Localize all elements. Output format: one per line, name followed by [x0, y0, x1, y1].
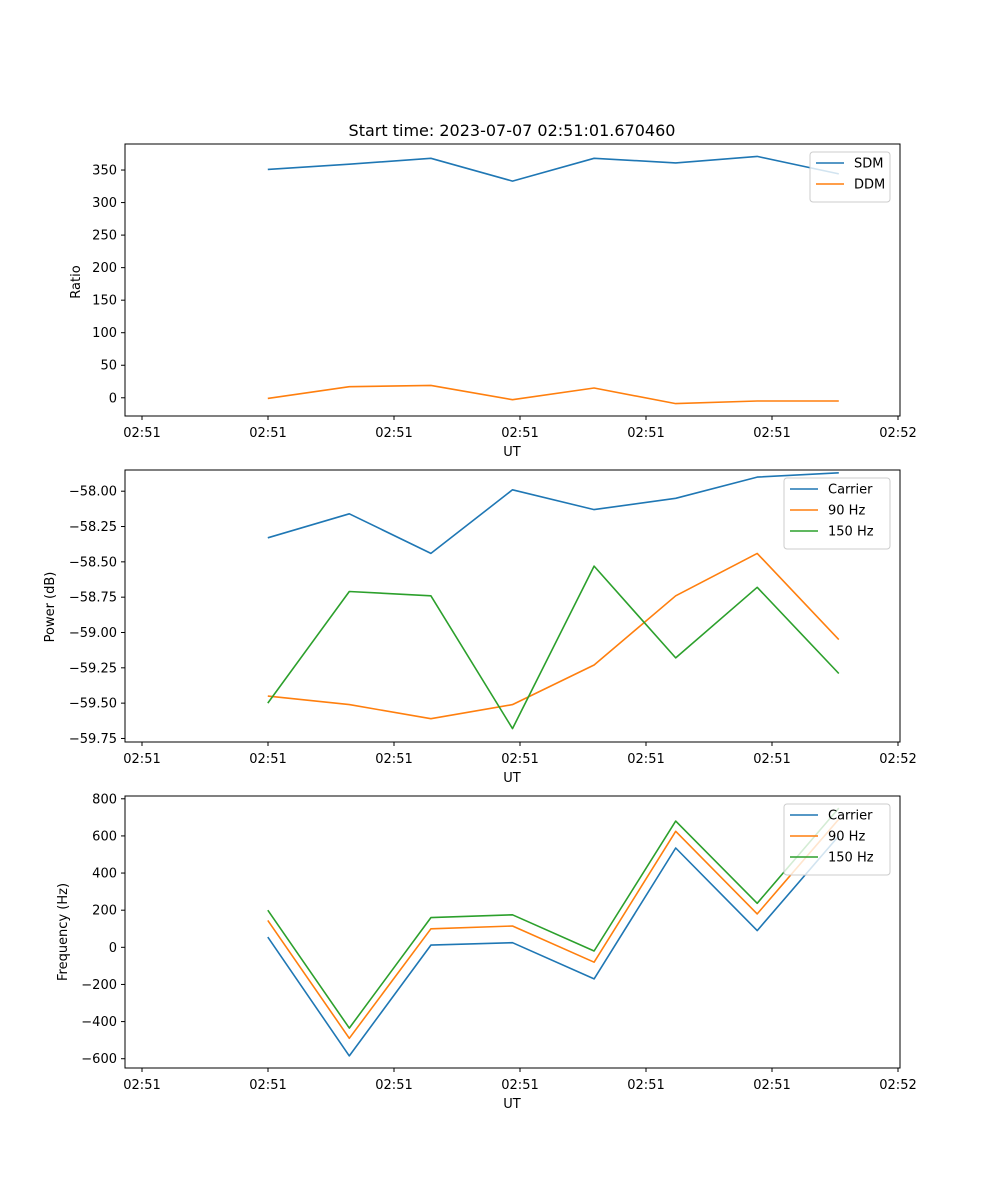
series-line-150-hz: [267, 565, 840, 730]
x-tick-label: 02:51: [627, 752, 664, 767]
series-line-carrier: [267, 835, 840, 1057]
x-tick-label: 02:51: [249, 752, 286, 767]
y-tick-label: −59.75: [69, 732, 117, 747]
y-tick-label: −59.25: [69, 661, 117, 676]
y-axis-label: Frequency (Hz): [56, 883, 71, 981]
x-axis-label: UT: [503, 1097, 521, 1112]
legend-label: SDM: [854, 157, 883, 172]
y-tick-label: −400: [81, 1015, 117, 1030]
y-axis-label: Ratio: [69, 265, 84, 298]
legend-label: 150 Hz: [828, 525, 874, 540]
plot-area: −58.00 −58.25 −58.50 −58.75 −59.00 −59.25 −59.…: [69, 469, 917, 767]
x-tick-label: 02:51: [753, 426, 790, 441]
y-tick-label: −600: [81, 1052, 117, 1067]
axes-frame: [124, 469, 901, 743]
y-tick-label: 100: [92, 326, 117, 341]
y-tick-label: 300: [92, 196, 117, 211]
series-line-carrier: [267, 472, 839, 555]
legend-label: DDM: [854, 178, 885, 193]
x-tick-label: 02:52: [879, 426, 916, 441]
x-tick-label: 02:51: [123, 752, 160, 767]
chart-power: Power (dB) UT −58.00−58.25−58.50−58.75−5…: [43, 469, 917, 786]
y-tick-label: 400: [92, 867, 117, 882]
series-line-90-hz: [267, 552, 840, 720]
legend-label: Carrier: [828, 809, 873, 824]
legend-box: [809, 151, 891, 203]
y-tick-label: 200: [92, 904, 117, 919]
y-axis-label: Power (dB): [43, 572, 58, 643]
y-tick-label: −200: [81, 978, 117, 993]
x-tick-label: 02:51: [375, 1078, 412, 1093]
x-tick-label: 02:51: [627, 426, 664, 441]
x-tick-label: 02:51: [249, 426, 286, 441]
x-tick-label: 02:52: [879, 1078, 916, 1093]
y-tick-label: 800: [92, 792, 117, 807]
x-tick-label: 02:51: [627, 1078, 664, 1093]
legend: SDM DDM: [809, 151, 891, 203]
chart-frequency: Frequency (Hz) UT 800 600 400 200 0 −200 −400 −…: [56, 792, 917, 1112]
y-tick-label: 0: [109, 941, 117, 956]
x-tick-label: 02:51: [375, 752, 412, 767]
legend-label: 90 Hz: [828, 830, 865, 845]
y-tick-label: −58.25: [69, 520, 117, 535]
legend-label: 90 Hz: [828, 504, 865, 519]
x-tick-label: 02:52: [879, 752, 916, 767]
series-line-ddm: [267, 384, 839, 405]
y-tick-label: −58.75: [69, 591, 117, 606]
x-tick-label: 02:51: [501, 1078, 538, 1093]
y-tick-label: 600: [92, 829, 117, 844]
x-tick-label: 02:51: [501, 426, 538, 441]
axes-frame: [124, 795, 901, 1069]
y-tick-label: 50: [100, 359, 117, 374]
y-tick-label: 250: [92, 229, 117, 244]
y-tick-label: −59.00: [69, 626, 117, 641]
x-axis-label: UT: [503, 445, 521, 460]
plot-area: 800 600 400 200 0 −200 −400 −600 02:51 02:51 02:51…: [81, 792, 916, 1093]
y-tick-label: −58.00: [69, 485, 117, 500]
chart-title: Start time: 2023-07-07 02:51:01.670460: [349, 121, 676, 140]
legend: Carrier 90 Hz 150 Hz: [783, 477, 891, 550]
x-tick-label: 02:51: [123, 426, 160, 441]
plot-area: 0 50 100 150 200 250 300 350 02:51 02:51 02:51 02:5…: [92, 143, 917, 441]
axes-frame: [124, 143, 901, 417]
legend-label: Carrier: [828, 483, 873, 498]
legend: Carrier 90 Hz 150 Hz: [783, 803, 891, 876]
series-line-90-hz: [267, 818, 840, 1040]
y-tick-label: −58.50: [69, 555, 117, 570]
x-tick-label: 02:51: [753, 752, 790, 767]
x-tick-label: 02:51: [501, 752, 538, 767]
y-tick-label: 150: [92, 294, 117, 309]
x-axis-label: UT: [503, 771, 521, 786]
x-tick-label: 02:51: [753, 1078, 790, 1093]
y-tick-label: −59.50: [69, 697, 117, 712]
x-tick-label: 02:51: [123, 1078, 160, 1093]
x-tick-label: 02:51: [375, 426, 412, 441]
y-tick-label: 0: [109, 391, 117, 406]
y-tick-label: 350: [92, 164, 117, 179]
chart-ratio: Start time: 2023-07-07 02:51:01.670460 R…: [69, 121, 917, 460]
y-tick-label: 200: [92, 261, 117, 276]
series-line-150-hz: [267, 807, 840, 1029]
series-line-sdm: [267, 155, 839, 182]
legend-label: 150 Hz: [828, 851, 874, 866]
x-tick-label: 02:51: [249, 1078, 286, 1093]
